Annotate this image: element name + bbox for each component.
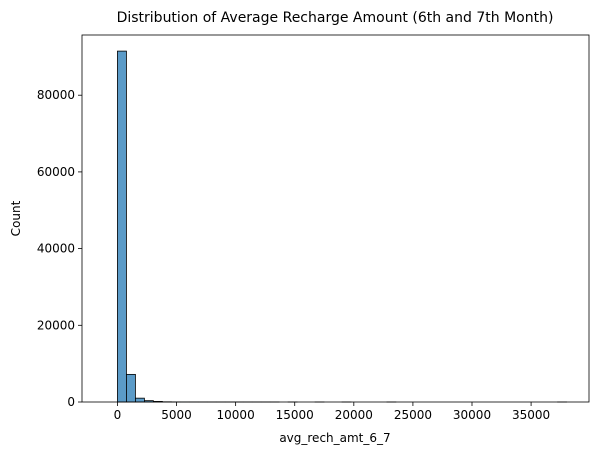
x-tick-label: 30000 [453, 408, 491, 422]
y-tick-label: 80000 [37, 88, 75, 102]
x-tick-label: 5000 [161, 408, 192, 422]
x-tick-label: 35000 [512, 408, 550, 422]
x-tick-label: 15000 [276, 408, 314, 422]
x-tick-label: 20000 [335, 408, 373, 422]
histogram-bar [126, 373, 136, 403]
x-axis-label: avg_rech_amt_6_7 [279, 431, 390, 445]
x-axis-ticks: 0 5000 10000 15000 20000 25000 30000 35000 [114, 402, 550, 422]
y-axis-label: Count [9, 200, 23, 236]
y-tick-label: 60000 [37, 165, 75, 179]
x-tick-label: 0 [114, 408, 122, 422]
y-tick-label: 0 [67, 395, 75, 409]
histogram-bar [135, 397, 145, 403]
histogram-bar [117, 50, 127, 403]
bars-layer [117, 50, 567, 403]
y-axis-ticks: 0 20000 40000 60000 80000 [37, 88, 82, 409]
y-tick-label: 20000 [37, 318, 75, 332]
y-tick-label: 40000 [37, 242, 75, 256]
chart-title: Distribution of Average Recharge Amount … [117, 10, 554, 26]
x-tick-label: 25000 [394, 408, 432, 422]
x-tick-label: 10000 [217, 408, 255, 422]
plot-frame [81, 34, 590, 403]
